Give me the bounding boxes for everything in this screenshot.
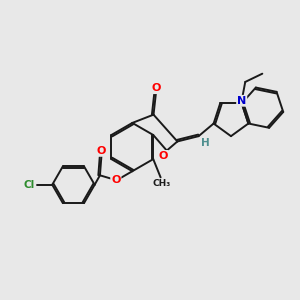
- Text: O: O: [97, 146, 106, 156]
- Text: O: O: [151, 83, 160, 93]
- Text: N: N: [237, 96, 246, 106]
- Text: Cl: Cl: [24, 180, 35, 190]
- Text: CH₃: CH₃: [153, 179, 171, 188]
- Text: O: O: [111, 175, 121, 185]
- Text: H: H: [201, 138, 209, 148]
- Text: O: O: [159, 151, 168, 161]
